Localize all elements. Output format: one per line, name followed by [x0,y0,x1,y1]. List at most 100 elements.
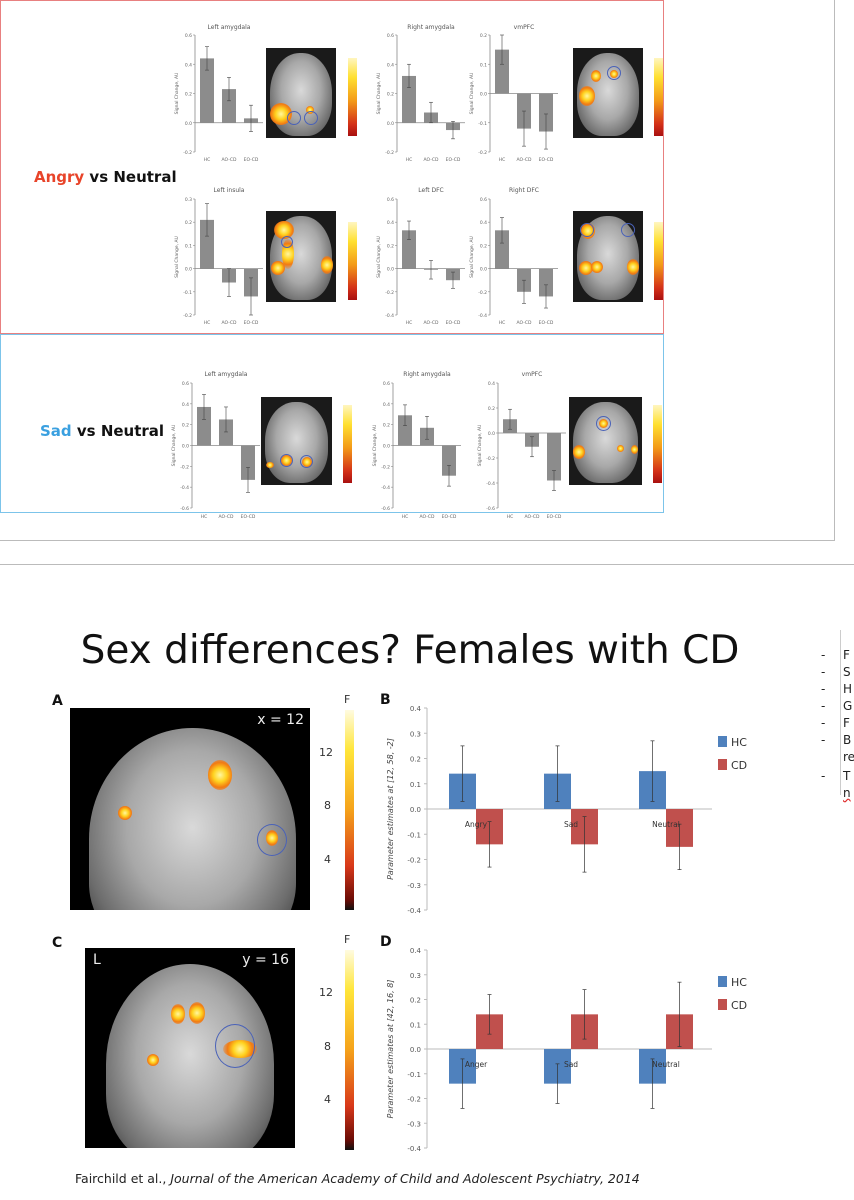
x-tick-label: AO-CD [222,157,237,163]
y-tick-label: 0.0 [383,444,390,450]
x-tick-label: AO-CD [424,320,439,326]
bar [398,415,412,446]
y-tick-label: -0.6 [381,506,390,512]
bar [241,445,255,480]
mini-bar-chart: Left amygdala 0.6 0.4 0.2 0.0 -0.2 -0.4 -0.6 Sig… [171,371,260,520]
y-tick-label: -0.6 [180,506,189,512]
slide-2-border-top [0,564,854,565]
y-tick-label: 0.0 [480,267,487,273]
y-tick-label: 0.1 [410,781,421,789]
y-axis-label: Signal Change, AU [376,236,382,278]
bar-chart-d: D 0.4 0.3 0.2 0.1 0.0 -0.1 -0.2 -0.3 -0.4 Paramete… [380,934,747,1153]
x-tick-label: AO-CD [525,514,540,520]
y-tick-label: 0.0 [387,121,394,127]
y-tick-label: -0.4 [407,1145,421,1153]
bar [197,406,211,446]
y-tick-label: -0.2 [486,456,495,462]
bullet-item: n [821,786,851,800]
x-category-label: Angry [465,820,488,829]
y-tick-label: -0.2 [385,150,394,156]
brain-image-amygdala-sad [261,397,332,485]
slide-1-border-bottom [0,540,835,541]
y-tick-label: -0.2 [381,464,390,470]
colorbar [348,222,357,300]
x-category-label: Anger [465,1060,488,1069]
slice-coordinate: x = 12 [257,712,304,728]
x-category-label: Sad [564,820,578,829]
y-tick-label: 0.4 [410,705,422,713]
y-tick-label: -0.1 [407,1071,421,1079]
y-tick-label: -0.4 [385,313,394,319]
chart-title: Left amygdala [208,24,251,31]
y-tick-label: 0.2 [387,92,394,98]
y-tick-label: 0.2 [383,423,390,429]
y-axis-label: Signal Change, AU [171,425,177,467]
y-tick-label: 0.0 [185,267,192,273]
slice-coordinate: y = 16 [242,952,289,968]
y-axis-label: Parameter estimates at [42, 16, 8] [386,980,395,1119]
citation-authors: Fairchild et al., [75,1171,171,1186]
legend-swatch [718,999,727,1010]
y-tick-label: 0.6 [383,381,390,387]
y-tick-label: -0.2 [183,313,192,319]
bar [200,219,214,269]
x-category-label: Sad [564,1060,578,1069]
y-tick-label: 0.6 [185,33,192,39]
x-tick-label: HC [204,157,211,163]
panel-letter: B [380,692,391,708]
y-tick-label: -0.1 [183,290,192,296]
x-tick-label: HC [406,157,413,163]
y-tick-label: 0.3 [410,730,421,738]
y-tick-label: 0.4 [383,402,390,408]
bar [547,433,561,481]
x-tick-label: EO-CD [539,320,554,326]
bullet-item: -T [821,769,851,783]
panel-letter: D [380,934,392,950]
y-tick-label: 0.6 [387,197,394,203]
x-tick-label: HC [204,320,211,326]
colorbar [654,58,663,136]
y-axis-label: Signal Change, AU [469,73,475,115]
bullet-item: -H [821,682,853,696]
y-tick-label: 0.0 [410,1046,421,1054]
slide-1-border-right [834,0,835,540]
y-tick-label: -0.4 [407,907,421,915]
y-tick-label: 0.2 [387,243,394,249]
y-tick-label: 0.4 [387,62,394,68]
chart-title: Left amygdala [205,371,248,378]
legend-swatch [718,736,727,747]
y-axis-label: Signal Change, AU [174,236,180,278]
x-tick-label: AO-CD [424,157,439,163]
x-category-label: Neutral [652,820,680,829]
colorbar [654,222,663,300]
mini-bar-chart: vmPFC 0.4 0.2 0.0 -0.2 -0.4 -0.6 Signal Change,… [477,371,566,520]
chart-title: Left insula [214,187,245,194]
bar [402,230,416,269]
colorbar-tick: 12 [319,986,333,999]
brain-image-insula-angry [266,211,336,302]
colorbar-tick: 4 [324,1093,331,1106]
x-tick-label: EO-CD [244,157,259,163]
vs-neutral: vs Neutral [84,168,177,186]
bullet-text: S [843,665,851,679]
y-tick-label: 0.1 [410,1021,421,1029]
y-tick-label: 0.4 [182,402,189,408]
legend-label: CD [731,999,747,1012]
y-tick-label: -0.4 [180,485,189,491]
x-tick-label: HC [402,514,409,520]
y-axis-label: Signal Change, AU [376,73,382,115]
mini-bar-chart: Left amygdala 0.6 0.4 0.2 0.0 -0.2 Signal Chan… [174,24,263,163]
y-tick-label: 0.2 [480,243,487,249]
colorbar-label: F [344,693,351,706]
bullet-text: n [843,786,851,800]
y-axis-label: Signal Change, AU [469,236,475,278]
colorbar [345,710,354,910]
bar [495,230,509,269]
bullet-text: F [843,648,850,662]
x-tick-label: HC [507,514,514,520]
y-tick-label: -0.3 [407,1120,421,1128]
y-tick-label: -0.4 [478,313,487,319]
chart-title: Right DFC [509,187,539,194]
mini-bar-chart: Right amygdala 0.6 0.4 0.2 0.0 -0.2 -0.4 -0.6 Si… [372,371,461,520]
citation: Fairchild et al., Journal of the America… [75,1171,640,1186]
